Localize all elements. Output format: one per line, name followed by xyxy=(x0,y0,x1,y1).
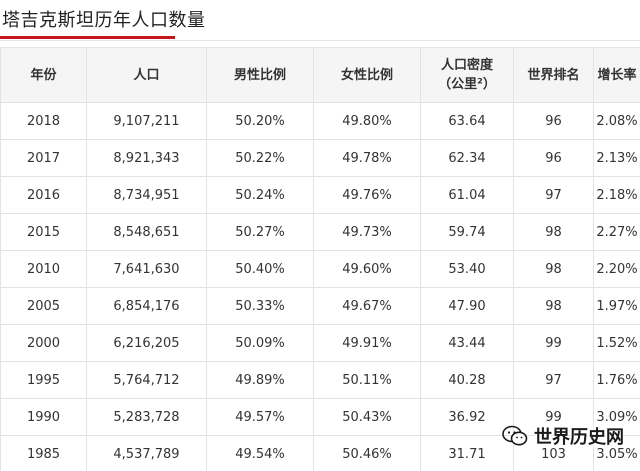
header-density-line2: （公里²） xyxy=(438,77,496,92)
cell-world-rank: 98 xyxy=(513,213,594,251)
cell-year: 2000 xyxy=(0,324,87,362)
cell-density: 63.64 xyxy=(420,102,514,140)
wechat-icon xyxy=(502,425,528,446)
table-row: 2016 8,734,951 50.24% 49.76% 61.04 97 2.18% xyxy=(0,176,640,214)
cell-male-ratio: 49.54% xyxy=(206,435,314,471)
title-underline xyxy=(0,36,175,39)
cell-male-ratio: 50.22% xyxy=(206,139,314,177)
table-row: 1985 4,537,789 49.54% 50.46% 31.71 103 3.05% xyxy=(0,435,640,471)
cell-world-rank: 96 xyxy=(513,139,594,177)
header-density: 人口密度 （公里²） xyxy=(420,47,514,103)
table-row: 2005 6,854,176 50.33% 49.67% 47.90 98 1.97% xyxy=(0,287,640,325)
cell-population: 8,548,651 xyxy=(86,213,207,251)
cell-world-rank: 97 xyxy=(513,176,594,214)
table-body: 2018 9,107,211 50.20% 49.80% 63.64 96 2.08% 201… xyxy=(0,102,640,471)
cell-year: 1995 xyxy=(0,361,87,399)
cell-density: 61.04 xyxy=(420,176,514,214)
cell-growth-rate: 2.13% xyxy=(593,139,640,177)
cell-female-ratio: 50.46% xyxy=(313,435,421,471)
cell-female-ratio: 50.43% xyxy=(313,398,421,436)
cell-growth-rate: 3.05% xyxy=(593,435,640,471)
cell-year: 2018 xyxy=(0,102,87,140)
cell-year: 2016 xyxy=(0,176,87,214)
table-row: 1990 5,283,728 49.57% 50.43% 36.92 99 3.09% xyxy=(0,398,640,436)
cell-population: 5,283,728 xyxy=(86,398,207,436)
cell-male-ratio: 49.57% xyxy=(206,398,314,436)
cell-female-ratio: 49.91% xyxy=(313,324,421,362)
cell-density: 59.74 xyxy=(420,213,514,251)
cell-density: 36.92 xyxy=(420,398,514,436)
cell-male-ratio: 50.27% xyxy=(206,213,314,251)
cell-density: 62.34 xyxy=(420,139,514,177)
cell-year: 1990 xyxy=(0,398,87,436)
population-table: 年份 人口 男性比例 女性比例 人口密度 （公里²） 世界排名 增长率 2018… xyxy=(0,47,640,471)
cell-female-ratio: 49.73% xyxy=(313,213,421,251)
cell-density: 40.28 xyxy=(420,361,514,399)
cell-world-rank: 96 xyxy=(513,102,594,140)
title-bar: 塔吉克斯坦历年人口数量 xyxy=(0,0,640,41)
cell-density: 47.90 xyxy=(420,287,514,325)
cell-population: 8,921,343 xyxy=(86,139,207,177)
cell-growth-rate: 2.08% xyxy=(593,102,640,140)
cell-population: 7,641,630 xyxy=(86,250,207,288)
cell-growth-rate: 2.20% xyxy=(593,250,640,288)
cell-female-ratio: 49.80% xyxy=(313,102,421,140)
page-title: 塔吉克斯坦历年人口数量 xyxy=(2,10,206,31)
cell-population: 9,107,211 xyxy=(86,102,207,140)
cell-population: 6,216,205 xyxy=(86,324,207,362)
header-female-ratio: 女性比例 xyxy=(313,47,421,103)
cell-population: 6,854,176 xyxy=(86,287,207,325)
cell-year: 1985 xyxy=(0,435,87,471)
cell-female-ratio: 50.11% xyxy=(313,361,421,399)
table-header-row: 年份 人口 男性比例 女性比例 人口密度 （公里²） 世界排名 增长率 xyxy=(0,47,640,103)
cell-population: 4,537,789 xyxy=(86,435,207,471)
cell-year: 2017 xyxy=(0,139,87,177)
cell-male-ratio: 50.33% xyxy=(206,287,314,325)
header-population: 人口 xyxy=(86,47,207,103)
cell-growth-rate: 1.52% xyxy=(593,324,640,362)
cell-female-ratio: 49.67% xyxy=(313,287,421,325)
cell-population: 5,764,712 xyxy=(86,361,207,399)
cell-female-ratio: 49.78% xyxy=(313,139,421,177)
cell-year: 2005 xyxy=(0,287,87,325)
cell-growth-rate: 1.97% xyxy=(593,287,640,325)
cell-world-rank: 97 xyxy=(513,361,594,399)
header-growth-rate: 增长率 xyxy=(593,47,640,103)
cell-growth-rate: 3.09% xyxy=(593,398,640,436)
header-year: 年份 xyxy=(0,47,87,103)
cell-growth-rate: 1.76% xyxy=(593,361,640,399)
cell-female-ratio: 49.76% xyxy=(313,176,421,214)
cell-world-rank: 99 xyxy=(513,324,594,362)
table-row: 2000 6,216,205 50.09% 49.91% 43.44 99 1.52% xyxy=(0,324,640,362)
table-row: 2015 8,548,651 50.27% 49.73% 59.74 98 2.27% xyxy=(0,213,640,251)
cell-male-ratio: 50.40% xyxy=(206,250,314,288)
cell-world-rank: 98 xyxy=(513,250,594,288)
cell-male-ratio: 50.09% xyxy=(206,324,314,362)
cell-population: 8,734,951 xyxy=(86,176,207,214)
cell-female-ratio: 49.60% xyxy=(313,250,421,288)
cell-male-ratio: 49.89% xyxy=(206,361,314,399)
table-row: 2018 9,107,211 50.20% 49.80% 63.64 96 2.08% xyxy=(0,102,640,140)
table-row: 2017 8,921,343 50.22% 49.78% 62.34 96 2.13% xyxy=(0,139,640,177)
cell-world-rank: 98 xyxy=(513,287,594,325)
cell-male-ratio: 50.24% xyxy=(206,176,314,214)
cell-year: 2015 xyxy=(0,213,87,251)
cell-growth-rate: 2.27% xyxy=(593,213,640,251)
cell-density: 43.44 xyxy=(420,324,514,362)
watermark-text: 世界历史网 xyxy=(534,427,624,448)
table-row: 2010 7,641,630 50.40% 49.60% 53.40 98 2.20% xyxy=(0,250,640,288)
header-density-line1: 人口密度 xyxy=(440,58,493,73)
table-row: 1995 5,764,712 49.89% 50.11% 40.28 97 1.76% xyxy=(0,361,640,399)
cell-male-ratio: 50.20% xyxy=(206,102,314,140)
cell-growth-rate: 2.18% xyxy=(593,176,640,214)
header-male-ratio: 男性比例 xyxy=(206,47,314,103)
cell-density: 31.71 xyxy=(420,435,514,471)
cell-year: 2010 xyxy=(0,250,87,288)
watermark: 世界历史网 xyxy=(502,423,624,449)
cell-density: 53.40 xyxy=(420,250,514,288)
header-world-rank: 世界排名 xyxy=(513,47,594,103)
